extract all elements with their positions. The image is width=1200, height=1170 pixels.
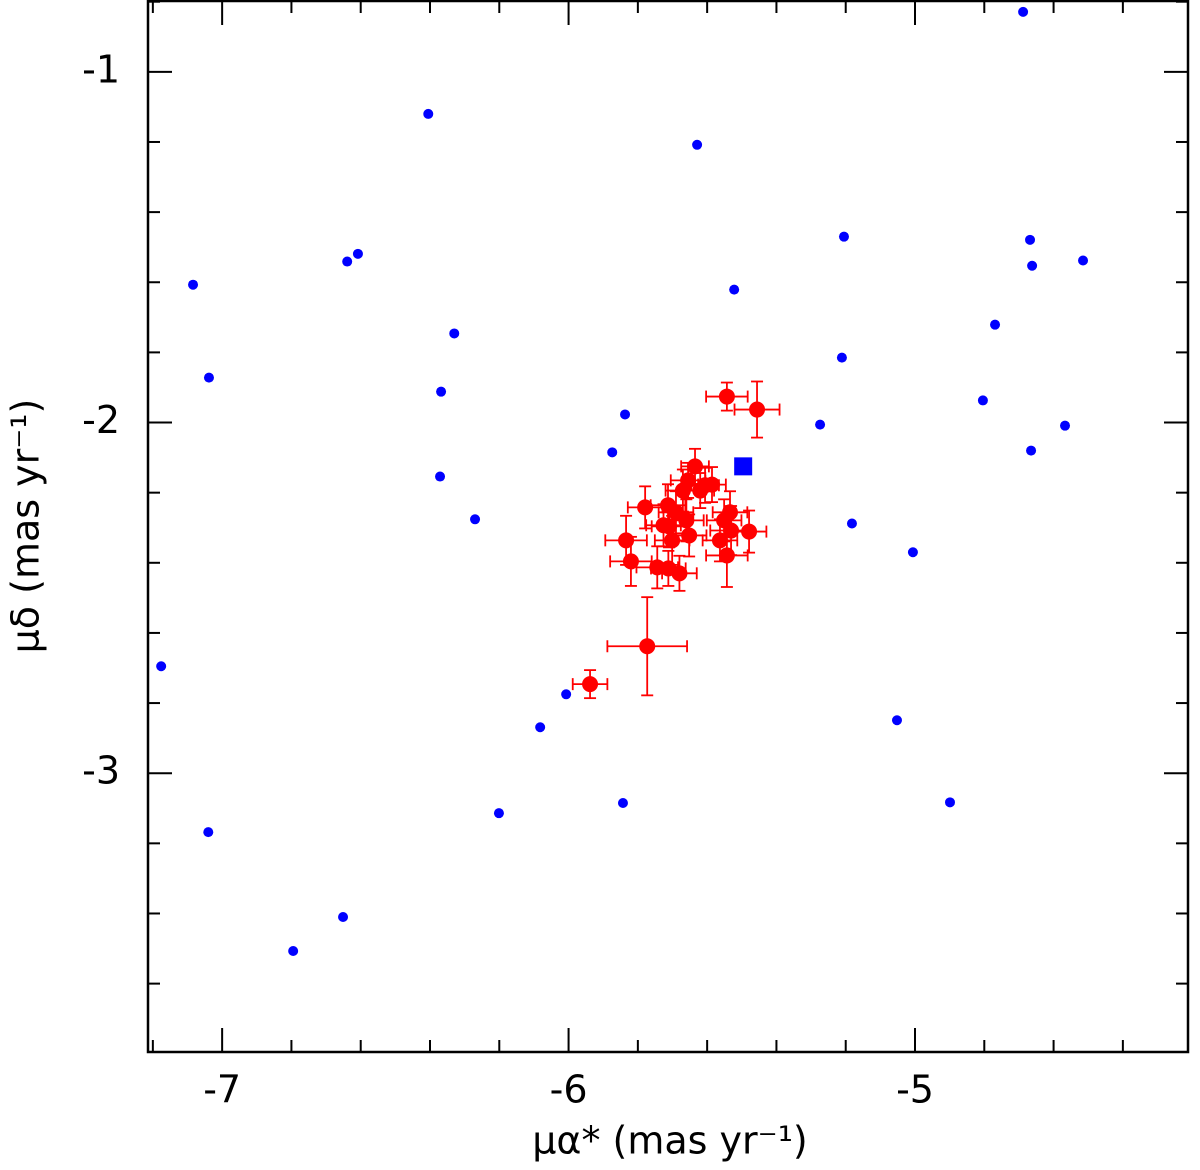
point	[722, 504, 739, 521]
point	[692, 139, 703, 150]
point	[203, 372, 214, 383]
point	[188, 279, 199, 290]
point	[449, 328, 460, 339]
point	[622, 553, 639, 570]
point	[815, 419, 826, 430]
point	[1078, 255, 1089, 266]
point	[846, 518, 857, 529]
point	[203, 827, 214, 838]
point	[977, 395, 988, 406]
y-tick-label: -2	[82, 398, 120, 442]
point	[288, 946, 299, 957]
point	[156, 661, 167, 672]
point	[838, 231, 849, 242]
point	[990, 319, 1001, 330]
x-tick-label: -6	[550, 1068, 588, 1112]
point	[734, 457, 753, 476]
plot-frame	[146, 0, 1190, 1054]
point	[423, 108, 434, 119]
point	[342, 256, 353, 267]
point	[1026, 445, 1037, 456]
point	[561, 689, 572, 700]
point	[470, 514, 481, 525]
point	[639, 638, 656, 655]
point	[436, 386, 447, 397]
point	[607, 447, 618, 458]
point	[718, 547, 735, 564]
point	[671, 565, 688, 582]
point	[352, 248, 363, 259]
x-tick-label: -5	[896, 1068, 934, 1112]
y-tick-label: -1	[82, 47, 120, 91]
point	[687, 458, 704, 475]
point	[637, 499, 654, 516]
point	[1018, 6, 1029, 17]
point	[681, 527, 698, 544]
x-axis-title: μα* (mas yr⁻¹)	[532, 1119, 808, 1163]
y-tick-label: -3	[82, 749, 120, 793]
point	[661, 518, 678, 535]
point	[703, 476, 720, 493]
point	[620, 409, 631, 420]
point	[741, 523, 758, 540]
point	[435, 471, 446, 482]
point	[1060, 420, 1071, 431]
x-tick-label: -7	[203, 1068, 241, 1112]
point	[338, 911, 349, 922]
point	[535, 722, 546, 733]
point	[944, 797, 955, 808]
point	[907, 547, 918, 558]
point	[749, 401, 766, 418]
point	[1025, 234, 1036, 245]
point	[617, 798, 628, 809]
point	[692, 482, 709, 499]
point	[711, 532, 728, 549]
y-axis-title: μδ (mas yr⁻¹)	[4, 399, 48, 654]
point	[836, 352, 847, 363]
point	[729, 284, 740, 295]
point	[1027, 260, 1038, 271]
point	[582, 676, 599, 693]
point	[493, 808, 504, 819]
point	[718, 388, 735, 405]
point	[891, 715, 902, 726]
